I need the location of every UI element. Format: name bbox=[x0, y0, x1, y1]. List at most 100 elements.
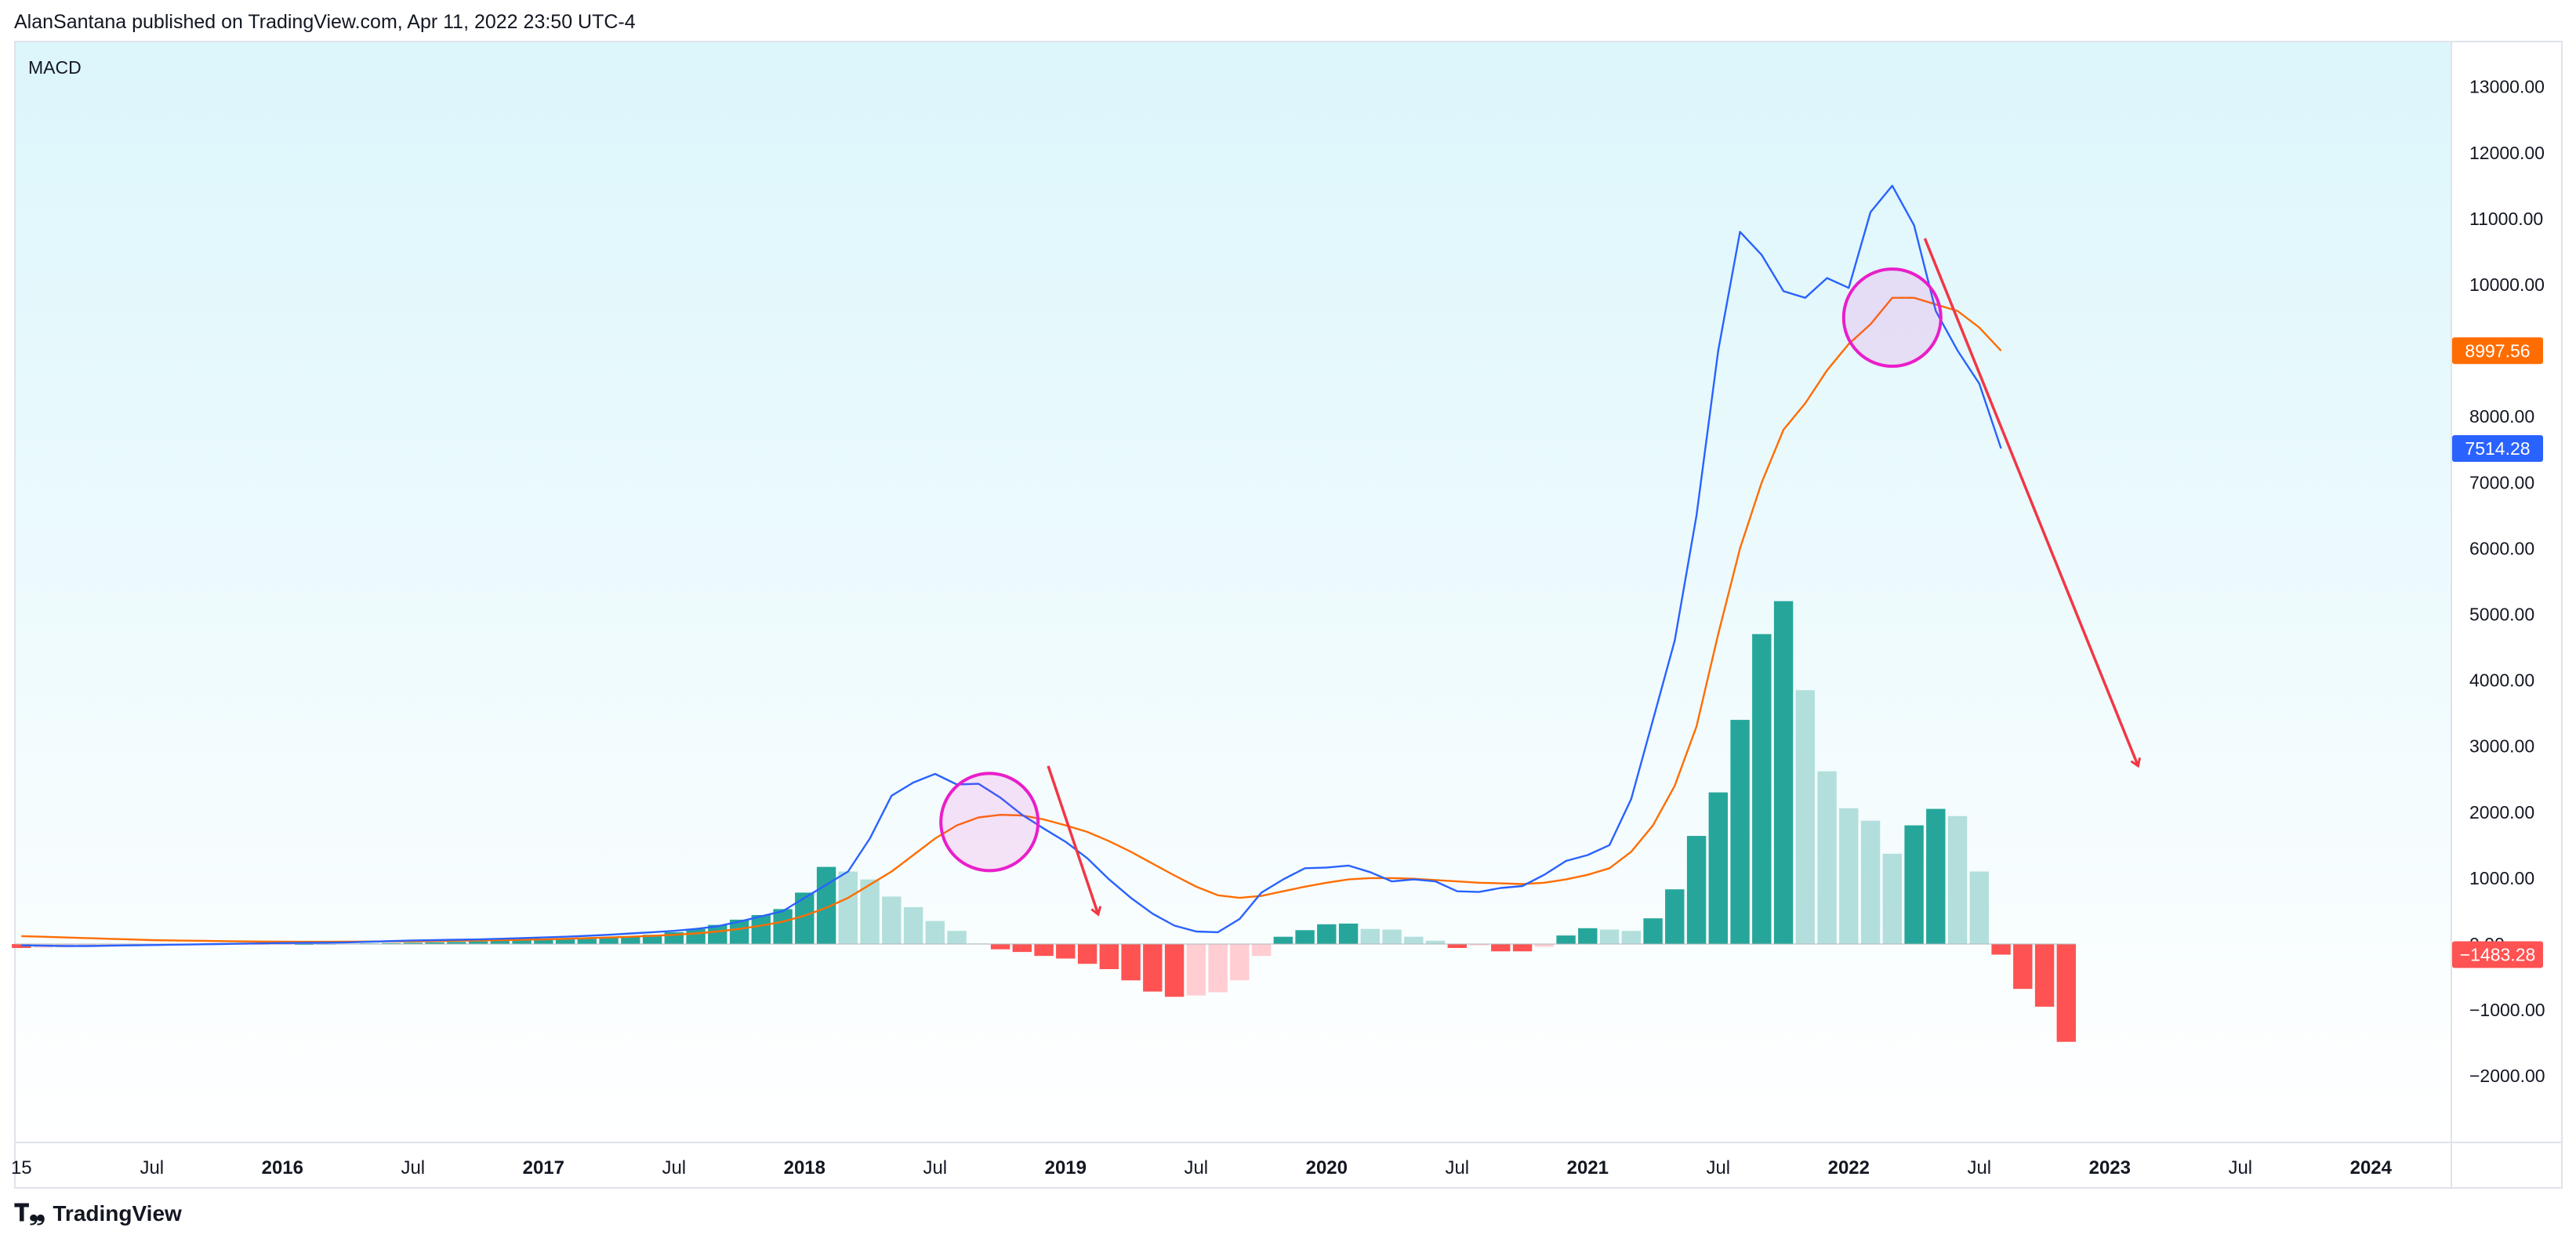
histogram-bar bbox=[1121, 944, 1141, 981]
histogram-bar bbox=[1534, 944, 1554, 947]
x-tick-label: Jul bbox=[662, 1157, 686, 1178]
y-tick-label: 3000.00 bbox=[2469, 736, 2534, 757]
histogram-bar bbox=[1578, 928, 1598, 944]
chart-border bbox=[14, 41, 2563, 1189]
y-tick-label: 8000.00 bbox=[2469, 406, 2534, 427]
tradingview-logo[interactable]: 𝐓❠ TradingView bbox=[14, 1200, 182, 1227]
histogram-bar bbox=[838, 871, 858, 944]
histogram-bar bbox=[1077, 944, 1098, 964]
histogram-bar bbox=[425, 942, 444, 944]
x-tick-label: 2016 bbox=[262, 1157, 303, 1178]
histogram-bar bbox=[468, 941, 488, 944]
histogram-bar bbox=[1817, 771, 1837, 944]
histogram-bar bbox=[1208, 944, 1228, 993]
histogram-bar bbox=[1643, 918, 1663, 944]
histogram-bar bbox=[1164, 944, 1185, 997]
histogram-bar bbox=[1926, 808, 1946, 944]
annotation-layer bbox=[939, 238, 2138, 914]
histogram-bar bbox=[512, 940, 532, 944]
y-tick-label: 4000.00 bbox=[2469, 670, 2534, 691]
histogram-bar bbox=[1969, 871, 1989, 944]
histogram-bar bbox=[903, 906, 923, 944]
histogram-bar bbox=[2034, 944, 2055, 1007]
histogram-bar bbox=[1338, 923, 1359, 944]
annotation-circle bbox=[939, 772, 1040, 873]
histogram-bar bbox=[1752, 634, 1772, 944]
histogram-bar bbox=[1512, 944, 1533, 952]
histogram-bar bbox=[381, 942, 401, 944]
line-layer bbox=[15, 184, 2077, 947]
histogram-bar bbox=[1295, 930, 1315, 944]
histogram-bar bbox=[708, 924, 727, 944]
histogram-bar bbox=[1230, 944, 1250, 981]
annotation-arrow bbox=[1047, 765, 1098, 914]
histogram-bar bbox=[1904, 825, 1924, 944]
histogram-bar bbox=[1056, 944, 1076, 959]
histogram-bar bbox=[1360, 928, 1380, 944]
signal-last-value-badge bbox=[2452, 337, 2543, 365]
annotation-circle bbox=[1841, 267, 1943, 369]
histogram-bar bbox=[1730, 720, 1750, 944]
y-tick-label: 6000.00 bbox=[2469, 538, 2534, 558]
tradingview-logo-icon: 𝐓❠ bbox=[14, 1200, 45, 1227]
histogram-bar bbox=[1882, 853, 1902, 944]
publisher-line: AlanSantana published on TradingView.com… bbox=[14, 11, 636, 33]
indicator-label: MACD bbox=[28, 57, 82, 78]
histogram-bar bbox=[1447, 944, 1467, 948]
histogram-last-value-badge-text: −1483.28 bbox=[2460, 945, 2536, 965]
histogram-bar bbox=[403, 942, 423, 944]
histogram-bar bbox=[1665, 889, 1685, 944]
x-tick-label: 2022 bbox=[1828, 1157, 1870, 1178]
macd-line bbox=[21, 184, 2002, 947]
tradingview-wordmark: TradingView bbox=[53, 1200, 182, 1226]
histogram-bar bbox=[1143, 944, 1163, 992]
x-tick-label: Jul bbox=[1445, 1157, 1469, 1178]
histogram-bar bbox=[947, 931, 967, 944]
histogram-bar bbox=[1773, 601, 1794, 944]
histogram-bar bbox=[1425, 940, 1446, 944]
macd-last-value-badge bbox=[2452, 435, 2543, 462]
histogram-bar bbox=[642, 935, 662, 944]
y-tick-label: 12000.00 bbox=[2469, 143, 2545, 163]
histogram-bar bbox=[2013, 944, 2033, 990]
histogram-bar bbox=[1099, 944, 1119, 969]
y-tick-label: 5000.00 bbox=[2469, 605, 2534, 625]
histogram-bar bbox=[1621, 931, 1641, 944]
histogram-bar bbox=[621, 936, 640, 944]
histogram-last-value-badge bbox=[2452, 941, 2543, 968]
histogram-bar bbox=[1034, 944, 1054, 957]
y-tick-label: 10000.00 bbox=[2469, 274, 2545, 295]
x-tick-label: 2023 bbox=[2089, 1157, 2131, 1178]
y-tick-label: −2000.00 bbox=[2469, 1066, 2545, 1086]
x-tick-label: Jul bbox=[401, 1157, 425, 1178]
histogram-bar bbox=[1599, 929, 1620, 944]
histogram-bar bbox=[1795, 690, 1815, 944]
histogram-bar bbox=[555, 939, 575, 944]
histogram-bar bbox=[1686, 836, 1707, 944]
x-tick-label: 2020 bbox=[1306, 1157, 1348, 1178]
histogram-bar bbox=[1382, 929, 1402, 944]
y-tick-label: 1000.00 bbox=[2469, 868, 2534, 888]
y-tick-label: 7000.00 bbox=[2469, 472, 2534, 492]
histogram-bar bbox=[1317, 924, 1337, 944]
histogram-bar bbox=[1469, 944, 1489, 946]
histogram-bar bbox=[1839, 808, 1859, 944]
histogram-bar bbox=[1947, 815, 1968, 944]
y-tick-label: 11000.00 bbox=[2469, 209, 2543, 229]
histogram-bar bbox=[1556, 935, 1576, 944]
histogram-bar bbox=[990, 944, 1010, 950]
histogram-bar bbox=[1404, 936, 1424, 944]
y-axis-labels: 13000.0012000.0011000.0010000.009000.008… bbox=[2469, 77, 2545, 1086]
histogram-bar bbox=[1012, 944, 1032, 953]
y-tick-label: −1000.00 bbox=[2469, 1000, 2545, 1020]
histogram-bar bbox=[686, 928, 706, 944]
x-tick-label: Jul bbox=[140, 1157, 164, 1178]
histogram-bar bbox=[1273, 936, 1293, 944]
x-tick-label: 2018 bbox=[784, 1157, 825, 1178]
histogram-bar bbox=[599, 938, 619, 944]
x-tick-label: 2024 bbox=[2350, 1157, 2393, 1178]
x-tick-label: 15 bbox=[11, 1157, 32, 1178]
histogram-bar bbox=[1860, 820, 1881, 944]
histogram-bar bbox=[2056, 944, 2076, 1042]
